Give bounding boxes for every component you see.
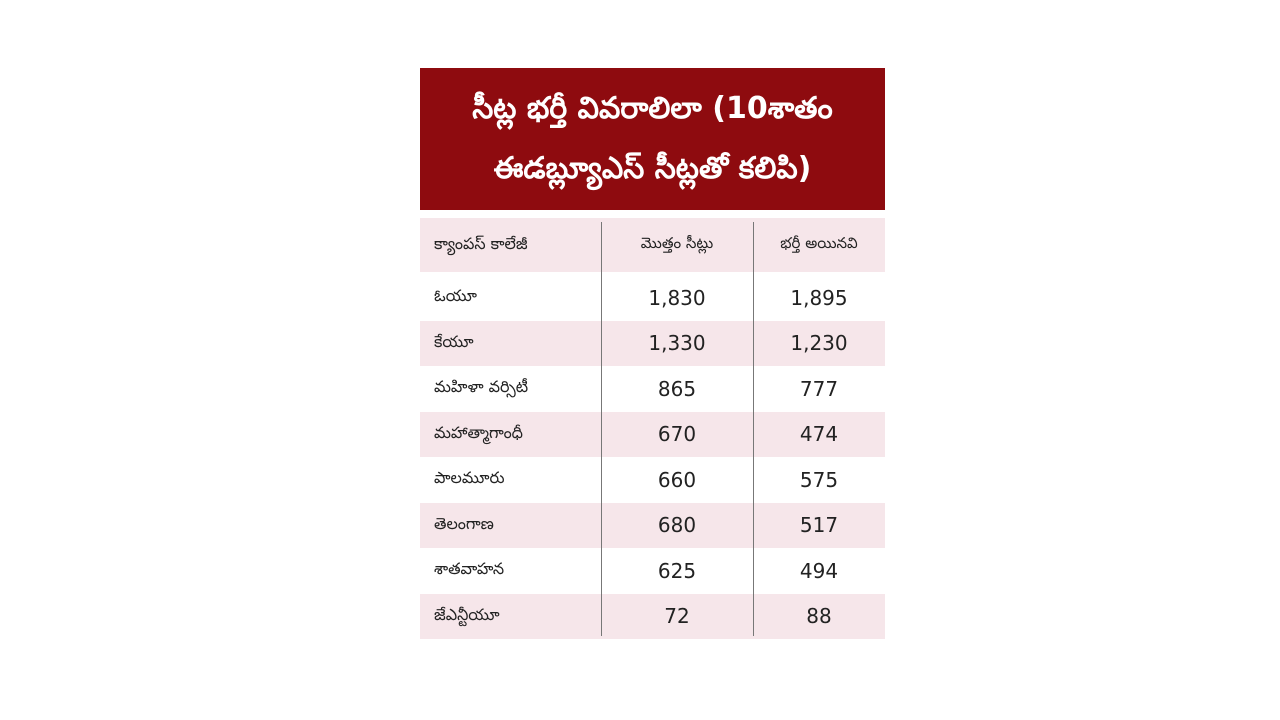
table-cell: 72 xyxy=(664,604,690,629)
table-row: తెలంగాణ 680 517 xyxy=(420,502,885,548)
table-cell: కేయూ xyxy=(434,331,474,351)
column-divider xyxy=(601,222,602,636)
table-cell: జేఎన్టీయూ xyxy=(434,604,500,624)
table-row: మహిళా వర్సిటీ 865 777 xyxy=(420,366,885,412)
table-cell: 494 xyxy=(799,558,839,583)
table-cell: 625 xyxy=(657,558,697,583)
table-cell: ఓయూ xyxy=(434,286,477,306)
header-cell: భర్తీ అయినవి xyxy=(780,234,858,252)
table-card: సీట్ల భర్తీ వివరాలిలా (10శాతం ఈడబ్ల్యూఎస… xyxy=(420,68,885,639)
table-cell: 1,830 xyxy=(648,285,706,310)
table-cell: 1,895 xyxy=(790,285,848,310)
table-cell: 88 xyxy=(806,604,832,629)
table-cell: 474 xyxy=(799,422,839,447)
header-row: క్యాంపస్ కాలేజీ మొత్తం సీట్లు భర్తీ అయినవి xyxy=(420,218,885,272)
header-cell: క్యాంపస్ కాలేజీ xyxy=(434,233,528,253)
table-cell: 680 xyxy=(657,513,697,538)
table-cell: 1,230 xyxy=(790,331,848,356)
header-cell: మొత్తం సీట్లు xyxy=(640,234,714,252)
table-cell: పాలమూరు xyxy=(434,468,505,488)
title-line: ఈడబ్ల్యూఎస్ సీట్లతో కలిపి) xyxy=(493,151,812,186)
table-cell: శాతవాహన xyxy=(434,559,505,579)
title-line: సీట్ల భర్తీ వివరాలిలా (10శాతం xyxy=(472,91,833,126)
table-cell: 660 xyxy=(657,467,697,492)
table-cell: మహాత్మాగాంధీ xyxy=(434,422,523,442)
table-cell: తెలంగాణ xyxy=(434,513,494,533)
table-cell: 517 xyxy=(799,513,839,538)
column-divider xyxy=(753,222,754,636)
table-row: శాతవాహన 625 494 xyxy=(420,548,885,594)
title-band: సీట్ల భర్తీ వివరాలిలా (10శాతం ఈడబ్ల్యూఎస… xyxy=(420,68,885,210)
table-cell: 865 xyxy=(657,376,697,401)
table-cell: 670 xyxy=(657,422,697,447)
table-cell: 1,330 xyxy=(648,331,706,356)
table-cell: మహిళా వర్సిటీ xyxy=(434,377,529,397)
table-row: ఓయూ 1,830 1,895 xyxy=(420,275,885,321)
table-cell: 777 xyxy=(799,376,839,401)
table-row: కేయూ 1,330 1,230 xyxy=(420,320,885,366)
table-row: జేఎన్టీయూ 72 88 xyxy=(420,593,885,639)
table-row: మహాత్మాగాంధీ 670 474 xyxy=(420,411,885,457)
table-cell: 575 xyxy=(799,467,839,492)
table-row: పాలమూరు 660 575 xyxy=(420,457,885,503)
